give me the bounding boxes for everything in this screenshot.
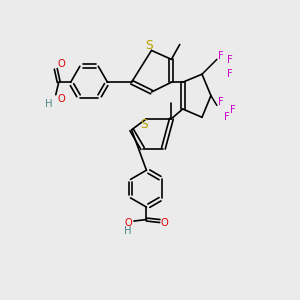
Text: F: F	[218, 51, 223, 61]
Text: O: O	[57, 94, 65, 104]
Text: H: H	[124, 226, 132, 236]
Text: O: O	[57, 59, 65, 69]
Text: F: F	[230, 105, 236, 115]
Text: F: F	[224, 112, 229, 122]
Text: F: F	[227, 55, 233, 65]
Text: S: S	[140, 118, 148, 130]
Text: S: S	[145, 39, 153, 52]
Text: O: O	[161, 218, 169, 227]
Text: H: H	[45, 99, 52, 109]
Text: F: F	[218, 97, 223, 107]
Text: O: O	[125, 218, 133, 227]
Text: F: F	[227, 69, 233, 79]
